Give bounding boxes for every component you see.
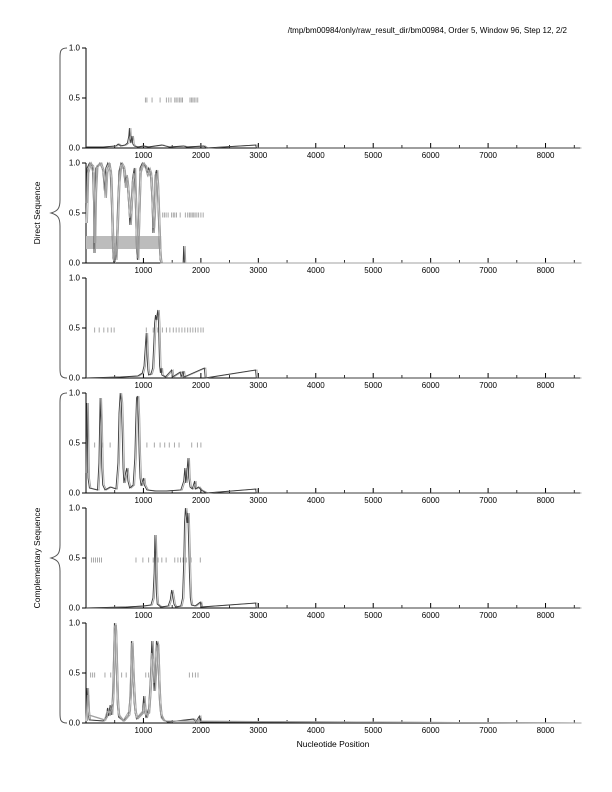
panel-direct-frame-3: 0.0 0.5 1.0 1000 2000 3000 4000 5000 6000 7000 800… [69,274,582,390]
x-tick-label: 7000 [479,381,497,390]
series-coding-probability-alt [85,161,580,264]
x-tick-label: 2000 [192,726,210,735]
series-coding-probability-alt [85,624,581,724]
x-tick-label: 6000 [422,726,440,735]
x-tick-label: 3000 [249,611,267,620]
x-tick-label: 5000 [364,611,382,620]
x-axis-title: Nucleotide Position [296,739,370,749]
x-tick-label: 4000 [307,726,325,735]
x-tick-label: 7000 [479,726,497,735]
y-tick-label: 1.0 [69,274,81,283]
x-tick-label: 2000 [192,266,210,275]
x-tick-label: 3000 [249,266,267,275]
x-tick-label: 1000 [135,381,153,390]
x-tick-label: 1000 [135,496,153,505]
y-tick-label: 0.0 [69,259,81,268]
x-tick-label: 6000 [422,611,440,620]
complementary-sequence-brace-icon [49,392,68,724]
x-tick-label: 5000 [364,151,382,160]
series-shadow-coding-probability [87,309,582,379]
x-tick-label: 7000 [479,266,497,275]
x-tick-label: 6000 [422,151,440,160]
x-tick-label: 3000 [249,151,267,160]
direct-sequence-brace-icon [49,47,68,379]
x-tick-label: 2000 [192,611,210,620]
panel-direct-frame-2: 0.0 0.5 1.0 1000 2000 3000 4000 5000 6000 7000 800… [69,159,582,275]
panel-direct-frame-1: 0.0 0.5 1.0 1000 2000 3000 4000 5000 6000 7000 800… [69,44,582,160]
x-tick-label: 5000 [364,381,382,390]
x-tick-label: 6000 [422,496,440,505]
panel-complementary-frame-3: 0.0 0.5 1.0 1000 2000 3000 4000 5000 6000 7000 800… [69,619,582,735]
y-tick-label: 1.0 [69,44,81,53]
series-shadow-coding-probability-alt [87,161,582,264]
panel-complementary-frame-1: 0.0 0.5 1.0 1000 2000 3000 4000 5000 6000 7000 800… [69,389,582,505]
x-tick-label: 8000 [537,496,555,505]
x-tick-label: 8000 [537,726,555,735]
y-tick-label: 1.0 [69,504,81,513]
x-tick-label: 7000 [479,151,497,160]
x-tick-label: 7000 [479,496,497,505]
x-tick-label: 6000 [422,381,440,390]
x-tick-label: 2000 [192,381,210,390]
x-tick-label: 8000 [537,611,555,620]
y-tick-label: 0.0 [69,489,81,498]
x-tick-label: 8000 [537,151,555,160]
x-tick-label: 1000 [135,266,153,275]
series-coding-probability [85,392,580,494]
series-coding-probability [86,127,580,149]
x-tick-label: 2000 [192,496,210,505]
coding-region-bar [86,236,162,249]
y-tick-label: 0.5 [69,439,81,448]
y-tick-label: 0.0 [69,144,81,153]
y-tick-label: 0.0 [69,374,81,383]
x-tick-label: 1000 [135,726,153,735]
x-tick-label: 4000 [307,381,325,390]
x-tick-label: 2000 [192,151,210,160]
axes [85,508,580,609]
x-tick-label: 8000 [537,381,555,390]
x-tick-label: 6000 [422,266,440,275]
y-tick-label: 1.0 [69,619,81,628]
y-tick-label: 0.0 [69,604,81,613]
x-tick-label: 5000 [364,266,382,275]
x-tick-label: 4000 [307,496,325,505]
x-tick-label: 3000 [249,381,267,390]
x-tick-label: 4000 [307,151,325,160]
x-tick-label: 3000 [249,726,267,735]
x-tick-label: 4000 [307,266,325,275]
series-shadow-coding-probability [87,392,582,494]
series-shadow-coding-probability-alt [87,624,582,724]
x-tick-label: 3000 [249,496,267,505]
series-shadow-coding-probability [87,161,582,264]
x-tick-label: 1000 [135,611,153,620]
chart-title: /tmp/bm00984/only/raw_result_dir/bm00984… [287,26,567,35]
x-tick-label: 5000 [364,496,382,505]
series-coding-probability [85,507,580,609]
y-tick-label: 1.0 [69,389,81,398]
series-coding-probability [85,309,580,379]
y-tick-label: 0.5 [69,94,81,103]
x-tick-label: 7000 [479,611,497,620]
x-tick-label: 5000 [364,726,382,735]
y-tick-label: 0.0 [69,719,81,728]
y-tick-label: 1.0 [69,159,81,168]
x-tick-label: 1000 [135,151,153,160]
y-tick-label: 0.5 [69,669,81,678]
y-tick-label: 0.5 [69,209,81,218]
x-tick-label: 8000 [537,266,555,275]
panel-complementary-frame-2: 0.0 0.5 1.0 1000 2000 3000 4000 5000 6000 7000 800… [69,504,582,620]
y-tick-label: 0.5 [69,324,81,333]
x-tick-label: 4000 [307,611,325,620]
y-tick-label: 0.5 [69,554,81,563]
